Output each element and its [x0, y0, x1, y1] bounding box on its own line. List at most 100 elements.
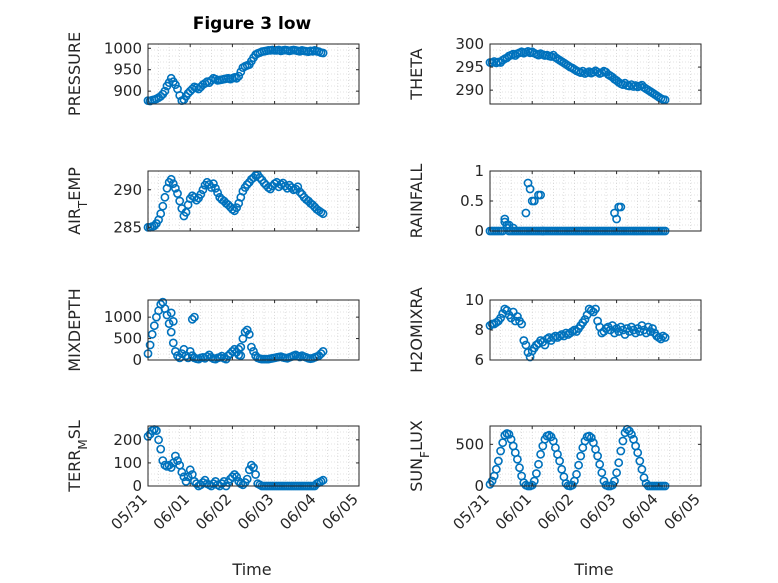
data-point — [293, 182, 303, 192]
y-tick-label: 1000 — [104, 39, 142, 57]
data-point — [557, 464, 567, 474]
data-point — [158, 201, 168, 211]
data-point — [179, 472, 189, 482]
data-point — [166, 463, 176, 472]
y-axis-label-main: H2OMIXRA — [407, 287, 426, 373]
x-tick-label: 06/02 — [534, 490, 577, 533]
data-point — [154, 435, 163, 445]
data-point — [249, 346, 258, 356]
y-tick-label: 0 — [132, 477, 142, 495]
axes-box — [489, 43, 702, 105]
axes-box — [489, 425, 702, 487]
data-point — [175, 196, 185, 206]
data-point — [156, 209, 166, 219]
y-axis-label: AIRTEMP — [65, 167, 90, 235]
axes-box — [147, 170, 360, 232]
y-axis-label: H2OMIXRA — [407, 287, 426, 373]
data-point — [242, 474, 252, 484]
data-point — [181, 476, 191, 486]
subplot-2: 290 295 300 THETA — [407, 35, 702, 105]
data-point — [584, 431, 594, 441]
data-point — [149, 321, 159, 331]
data-point — [242, 325, 252, 335]
data-point — [166, 327, 176, 337]
data-point — [160, 86, 170, 96]
data-point — [627, 429, 636, 439]
subplot-3: 285 290 AIRTEMP — [65, 167, 360, 236]
data-point — [145, 340, 155, 350]
x-axis-label-left: Time — [231, 560, 271, 579]
y-axis-label: SUNFLUX — [407, 420, 432, 492]
y-axis-label: PRESSURE — [65, 32, 84, 116]
figure-title: Figure 3 low — [193, 14, 312, 34]
data-point — [156, 91, 166, 101]
data-point — [185, 465, 195, 475]
data-point — [187, 84, 197, 94]
x-tick-label: 06/04 — [276, 490, 319, 533]
data-point — [160, 192, 170, 202]
data-point — [246, 342, 256, 352]
y-tick-label: 290 — [455, 81, 484, 99]
data-point — [612, 468, 621, 478]
data-point — [192, 195, 201, 205]
data-point — [496, 446, 505, 456]
y-tick-label: 1000 — [104, 308, 142, 326]
y-tick-label: 6 — [474, 351, 484, 369]
x-tick-label: 06/01 — [150, 490, 193, 533]
data-point — [574, 460, 583, 470]
data-point — [162, 310, 172, 320]
data-point — [318, 48, 328, 58]
data-point — [648, 324, 657, 333]
data-point — [597, 468, 607, 478]
data-point — [532, 469, 541, 478]
data-point — [660, 95, 670, 105]
subplot-4: 0 0.5 1 RAINFALL — [407, 162, 702, 240]
data-point — [513, 312, 522, 321]
x-axis-label-right: Time — [573, 560, 613, 579]
y-axis-label-rest: LUX — [407, 420, 426, 451]
data-point — [527, 480, 537, 490]
data-point — [236, 342, 246, 352]
subplot-1: 900 950 1000 PRESSURE — [65, 32, 360, 116]
data-point — [633, 448, 643, 458]
y-axis-label: THETA — [407, 48, 426, 100]
data-point — [496, 313, 505, 323]
y-axis-label: TERRMSL — [65, 420, 90, 493]
y-axis-label-main: THETA — [407, 48, 426, 100]
data-point — [173, 456, 182, 465]
data-point — [177, 467, 187, 477]
data-point — [149, 221, 159, 231]
data-point — [230, 470, 239, 479]
y-axis-label-main: TERR — [65, 450, 84, 493]
data-point — [170, 80, 180, 90]
data-point — [591, 304, 600, 314]
data-point — [515, 463, 524, 473]
y-tick-label: 0.5 — [460, 192, 484, 210]
y-axis-label-subscript: F — [418, 451, 432, 458]
data-point — [232, 203, 241, 213]
data-point — [493, 456, 503, 466]
x-tick-label: 06/01 — [492, 490, 535, 533]
data-point — [168, 179, 178, 189]
x-tick-label: 06/05 — [661, 490, 704, 533]
data-point — [158, 456, 168, 465]
data-point — [529, 476, 539, 486]
data-point — [318, 346, 328, 356]
data-point — [544, 430, 554, 440]
grid — [489, 426, 702, 486]
data-point — [595, 459, 605, 469]
data-point — [234, 71, 244, 81]
data-point — [177, 349, 187, 358]
data-point — [211, 183, 220, 193]
subplot-5: 0 500 1000 MIXDEPTH — [65, 288, 360, 372]
data-point — [599, 476, 609, 486]
data-point — [534, 459, 543, 469]
data-point — [318, 209, 328, 219]
y-tick-label: 200 — [113, 431, 142, 449]
data-point — [240, 327, 250, 337]
data-point — [536, 449, 545, 459]
data-point — [168, 338, 178, 348]
x-tick-label: 06/03 — [234, 490, 277, 533]
y-axis-label-main: PRESSURE — [65, 32, 84, 116]
data-point — [631, 328, 640, 338]
